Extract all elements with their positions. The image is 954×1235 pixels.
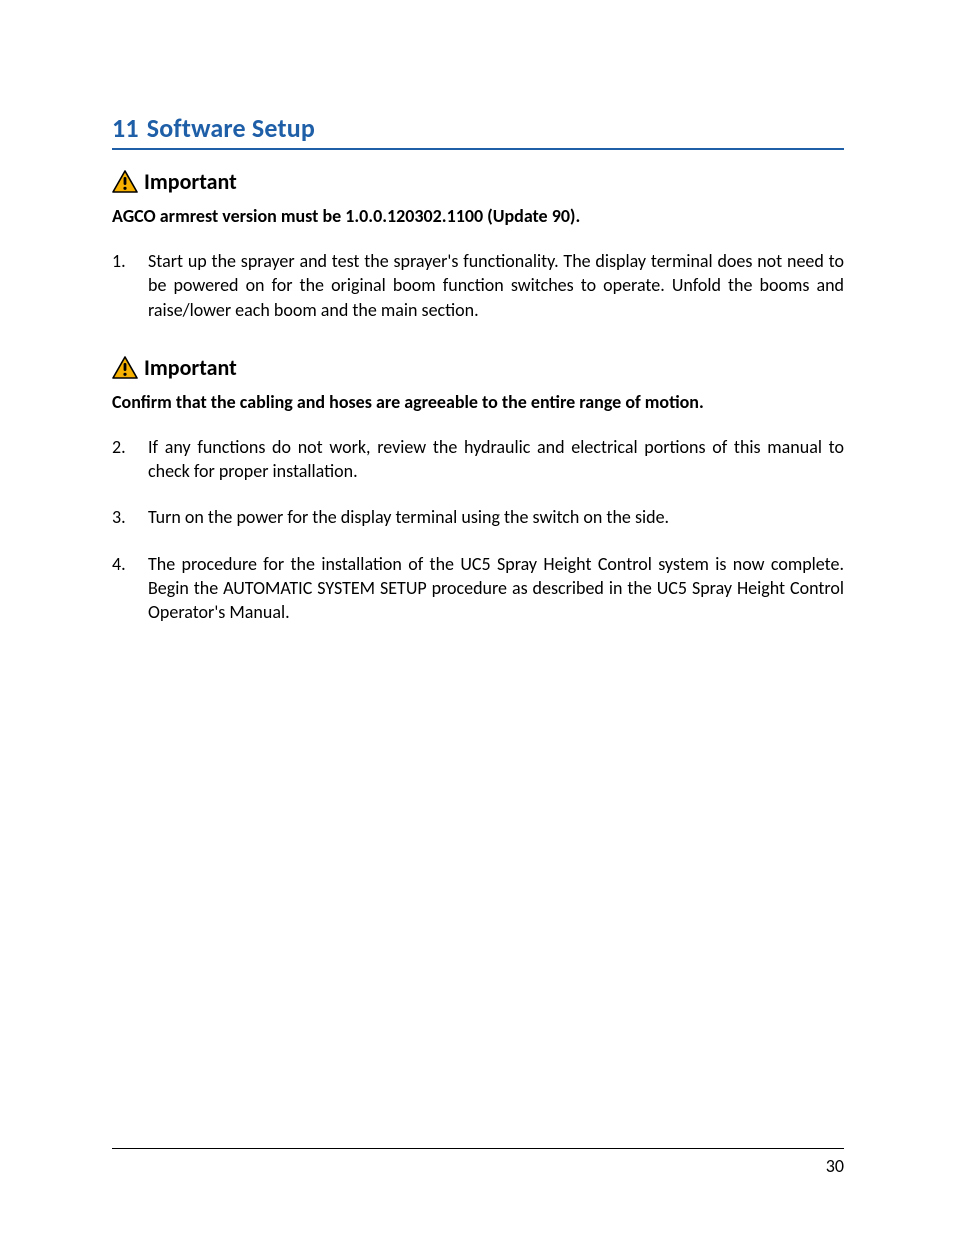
important-label: Important	[144, 354, 237, 381]
motion-range-note: Confirm that the cabling and hoses are a…	[112, 391, 844, 413]
section-heading: 11Software Setup	[112, 112, 844, 150]
important-label: Important	[144, 168, 237, 195]
version-requirement-note: AGCO armrest version must be 1.0.0.12030…	[112, 205, 844, 227]
step-item: Turn on the power for the display termin…	[112, 505, 844, 529]
warning-triangle-icon	[112, 356, 138, 379]
warning-triangle-icon	[112, 170, 138, 193]
page-number: 30	[826, 1155, 844, 1177]
section-title-text: Software Setup	[147, 112, 315, 144]
steps-list-1: Start up the sprayer and test the spraye…	[112, 249, 844, 322]
steps-list-2: If any functions do not work, review the…	[112, 435, 844, 625]
important-callout-2: Important	[112, 354, 844, 381]
section-number: 11	[112, 112, 139, 144]
important-callout-1: Important	[112, 168, 844, 195]
step-item: The procedure for the installation of th…	[112, 552, 844, 625]
step-item: Start up the sprayer and test the spraye…	[112, 249, 844, 322]
page-content: 11Software Setup Important AGCO armrest …	[0, 0, 954, 625]
footer-rule	[112, 1148, 844, 1149]
step-item: If any functions do not work, review the…	[112, 435, 844, 484]
